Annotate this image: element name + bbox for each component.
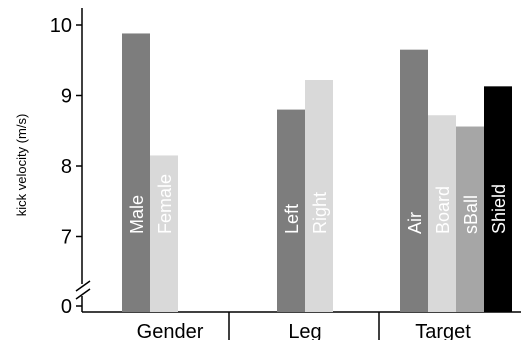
axis-break-mark-1	[75, 280, 91, 292]
group-label-target: Target	[415, 321, 471, 340]
y-tick-label: 0	[61, 296, 72, 318]
y-tick-label: 9	[61, 86, 72, 108]
bar-male	[122, 33, 150, 313]
group-label-gender: Gender	[137, 321, 204, 340]
bar-label-male: Male	[127, 195, 147, 234]
bar-label-left: Left	[282, 204, 302, 234]
bar-shield	[484, 86, 512, 313]
bars	[122, 33, 512, 313]
y-tick-label: 8	[61, 156, 72, 178]
bar-left	[277, 109, 305, 312]
y-tick-label: 10	[50, 15, 72, 37]
bar-board	[428, 115, 456, 313]
bar-label-female: Female	[155, 174, 175, 234]
bar-sball	[456, 126, 484, 313]
bar-air	[400, 49, 428, 313]
bar-label-right: Right	[310, 192, 330, 234]
y-axis-label: kick velocity (m/s)	[14, 114, 29, 217]
bar-label-air: Air	[405, 212, 425, 234]
axis-break-mark-2	[75, 288, 91, 300]
bar-label-shield: Shield	[489, 184, 509, 234]
group-label-leg: Leg	[288, 321, 321, 340]
bar-label-sball: sBall	[461, 195, 481, 234]
bar-right	[305, 79, 333, 313]
bar-female	[150, 155, 178, 312]
bar-label-board: Board	[433, 186, 453, 234]
labels: Male Female Gender Left Right Leg Air Board sBal…	[127, 174, 509, 340]
y-tick-label: 7	[61, 227, 72, 249]
